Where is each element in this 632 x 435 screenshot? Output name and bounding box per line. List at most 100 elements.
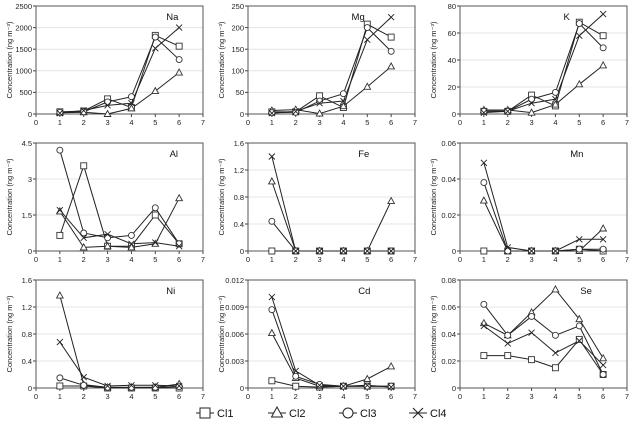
marker-square bbox=[528, 356, 536, 364]
series-line-cl2 bbox=[59, 295, 180, 388]
marker-x bbox=[599, 10, 607, 18]
marker-x bbox=[528, 247, 535, 255]
series-line-cl1 bbox=[59, 34, 180, 113]
x-tick-label: 1 bbox=[270, 118, 274, 127]
legend-label: Cl2 bbox=[289, 408, 306, 420]
x-tick-label: 3 bbox=[317, 118, 321, 127]
y-tick-label: 20 bbox=[448, 83, 456, 92]
panel-label: K bbox=[564, 12, 571, 23]
legend-label: Cl4 bbox=[430, 408, 447, 420]
marker-triangle bbox=[55, 291, 64, 299]
y-tick-label: 3 bbox=[28, 175, 32, 184]
plot-frame bbox=[459, 5, 628, 115]
series-line-cl2 bbox=[59, 197, 180, 248]
marker-triangle bbox=[599, 60, 608, 69]
marker-x bbox=[175, 24, 183, 31]
marker-circle bbox=[480, 300, 488, 308]
x-tick-label: 5 bbox=[365, 255, 369, 264]
marker-x bbox=[316, 381, 323, 389]
panel-mn: 0 0.02 0.04 0.06 0 1 2 3 4 5 6 7 Concentration (ng m… bbox=[429, 139, 629, 264]
series-line-cl3 bbox=[59, 150, 180, 245]
marker-x bbox=[128, 381, 135, 389]
marker-circle bbox=[268, 306, 276, 314]
marker-square bbox=[504, 352, 512, 360]
marker-x bbox=[552, 95, 559, 103]
y-tick-label: 0 bbox=[28, 110, 32, 119]
marker-x bbox=[316, 247, 323, 255]
x-tick-label: 0 bbox=[458, 118, 462, 127]
marker-x bbox=[599, 361, 607, 369]
x-tick-label: 5 bbox=[577, 255, 581, 264]
marker-triangle bbox=[267, 328, 276, 337]
marker-x bbox=[292, 108, 300, 115]
series-line-cl4 bbox=[271, 296, 392, 388]
marker-square bbox=[551, 364, 559, 372]
marker-triangle bbox=[127, 103, 136, 112]
x-tick-label: 2 bbox=[82, 255, 86, 264]
x-tick-label: 7 bbox=[413, 392, 417, 401]
x-tick-label: 3 bbox=[317, 392, 321, 401]
series-line-cl4 bbox=[59, 341, 180, 387]
marker-x bbox=[480, 159, 488, 167]
x-tick-label: 5 bbox=[153, 118, 157, 127]
x-tick-label: 4 bbox=[553, 392, 557, 401]
marker-circle bbox=[387, 47, 395, 55]
y-tick-label: 1.6 bbox=[22, 276, 32, 285]
marker-x bbox=[56, 338, 64, 346]
y-tick-label: 0 bbox=[452, 110, 456, 119]
series-line-cl4 bbox=[59, 27, 180, 114]
y-tick-label: 1.2 bbox=[22, 303, 32, 312]
y-tick-label: 60 bbox=[448, 29, 456, 38]
legend-marker-circle bbox=[342, 407, 354, 419]
marker-x bbox=[175, 382, 183, 390]
panel-mg: 0 50 100 150 200 250 0 1 2 3 4 5 6 7 Concentration (ng… bbox=[217, 2, 417, 127]
marker-triangle bbox=[575, 314, 584, 323]
y-tick-label: 1000 bbox=[15, 67, 32, 76]
marker-square bbox=[292, 382, 300, 390]
plot-frame bbox=[247, 279, 416, 389]
marker-x bbox=[175, 242, 183, 250]
y-tick-label: 0 bbox=[452, 247, 456, 256]
marker-circle bbox=[104, 98, 112, 106]
marker-x bbox=[363, 381, 371, 389]
x-tick-label: 6 bbox=[389, 255, 393, 264]
marker-triangle bbox=[363, 374, 372, 382]
x-tick-label: 3 bbox=[105, 255, 109, 264]
legend: Cl1 Cl2 Cl3 Cl4 bbox=[196, 405, 447, 420]
series-line-cl3 bbox=[483, 22, 604, 112]
marker-triangle bbox=[479, 196, 488, 204]
marker-circle bbox=[599, 371, 607, 378]
marker-circle bbox=[528, 313, 536, 320]
y-tick-label: 0.04 bbox=[441, 330, 456, 339]
marker-circle bbox=[80, 108, 88, 116]
marker-triangle bbox=[575, 79, 584, 88]
marker-triangle bbox=[103, 241, 112, 250]
plot-frame bbox=[459, 142, 628, 252]
x-tick-label: 7 bbox=[625, 255, 629, 264]
series-line-cl4 bbox=[271, 16, 392, 114]
marker-triangle bbox=[599, 353, 608, 362]
marker-x bbox=[363, 247, 371, 255]
x-tick-label: 7 bbox=[201, 118, 205, 127]
marker-x bbox=[504, 107, 512, 115]
legend-label: Cl1 bbox=[217, 408, 234, 420]
panel-label: Na bbox=[166, 12, 179, 23]
marker-circle bbox=[56, 146, 64, 154]
y-tick-label: 0 bbox=[240, 110, 244, 119]
marker-x bbox=[575, 235, 583, 243]
marker-x bbox=[387, 247, 395, 255]
x-tick-label: 1 bbox=[482, 255, 486, 264]
x-tick-label: 4 bbox=[553, 118, 557, 127]
x-tick-label: 2 bbox=[82, 392, 86, 401]
series-line-cl4 bbox=[483, 162, 604, 252]
y-tick-label: 2500 bbox=[15, 2, 32, 11]
marker-square bbox=[151, 211, 159, 219]
marker-x bbox=[268, 153, 276, 160]
x-tick-label: 0 bbox=[34, 392, 38, 401]
y-tick-label: 0.04 bbox=[441, 175, 456, 184]
x-tick-label: 2 bbox=[294, 392, 298, 401]
legend-label: Cl3 bbox=[360, 408, 377, 420]
marker-x bbox=[56, 206, 64, 214]
marker-square bbox=[80, 162, 88, 170]
x-tick-label: 2 bbox=[506, 255, 510, 264]
